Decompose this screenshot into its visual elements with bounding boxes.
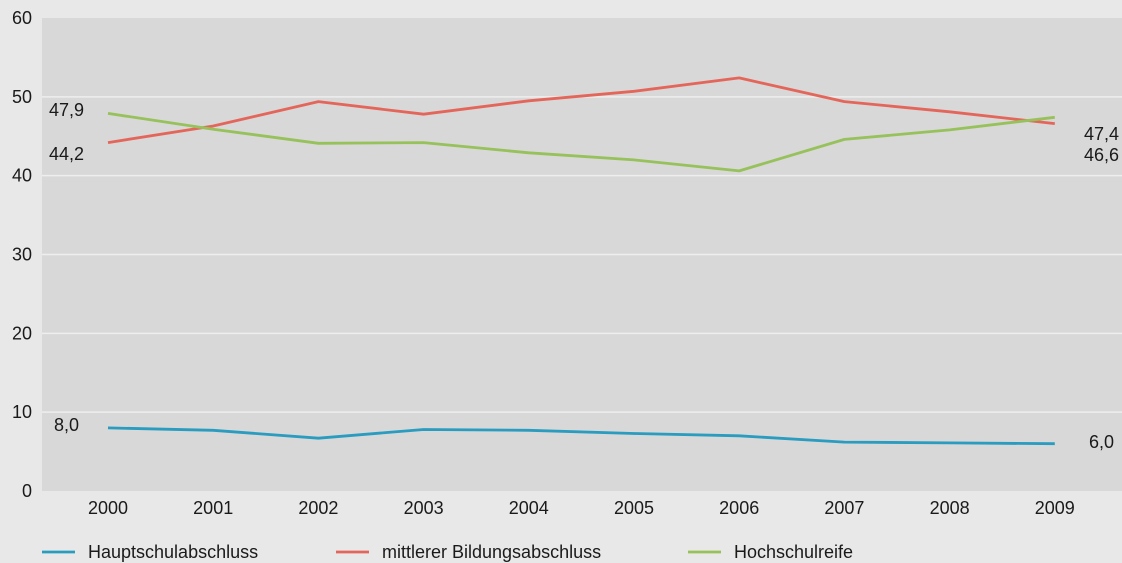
series-lines — [107, 76, 1055, 446]
x-tick-label: 2007 — [824, 498, 864, 518]
data-labels: 8,0 6,0 44,2 46,6 47,9 47,4 — [49, 100, 1119, 452]
data-label-1-last: 46,6 — [1084, 145, 1119, 165]
gridlines — [42, 96, 1122, 413]
y-tick-label: 50 — [12, 87, 32, 107]
data-label-2-last: 47,4 — [1084, 124, 1119, 144]
x-axis-ticks: 2000 2001 2002 2003 2004 2005 2006 2007 2008 2009 — [88, 498, 1075, 518]
data-label-1-first: 44,2 — [49, 144, 84, 164]
x-tick-label: 2003 — [404, 498, 444, 518]
legend-label: Hochschulreife — [734, 542, 853, 562]
data-label-2-first: 47,9 — [49, 100, 84, 120]
data-label-0-first: 8,0 — [54, 415, 79, 435]
x-tick-label: 2009 — [1035, 498, 1075, 518]
x-tick-label: 2008 — [930, 498, 970, 518]
x-tick-label: 2001 — [193, 498, 233, 518]
y-axis-ticks: 0 10 20 30 40 50 60 — [12, 8, 32, 501]
x-tick-label: 2006 — [719, 498, 759, 518]
x-tick-label: 2004 — [509, 498, 549, 518]
legend: Hauptschulabschluss mittlerer Bildungsabs… — [42, 542, 853, 562]
legend-item-0: Hauptschulabschluss — [42, 542, 258, 562]
data-label-0-last: 6,0 — [1089, 432, 1114, 452]
legend-label: mittlerer Bildungsabschluss — [382, 542, 601, 562]
x-tick-label: 2005 — [614, 498, 654, 518]
legend-item-2: Hochschulreife — [688, 542, 853, 562]
x-tick-label: 2000 — [88, 498, 128, 518]
series-line-2 — [107, 112, 1055, 173]
y-tick-label: 10 — [12, 402, 32, 422]
series-line-1 — [107, 76, 1055, 144]
x-tick-label: 2002 — [298, 498, 338, 518]
y-tick-label: 20 — [12, 323, 32, 343]
legend-label: Hauptschulabschluss — [88, 542, 258, 562]
y-tick-label: 30 — [12, 245, 32, 265]
legend-item-1: mittlerer Bildungsabschluss — [336, 542, 601, 562]
y-tick-label: 60 — [12, 8, 32, 28]
series-line-0 — [107, 426, 1055, 446]
y-tick-label: 0 — [22, 481, 32, 501]
y-tick-label: 40 — [12, 166, 32, 186]
